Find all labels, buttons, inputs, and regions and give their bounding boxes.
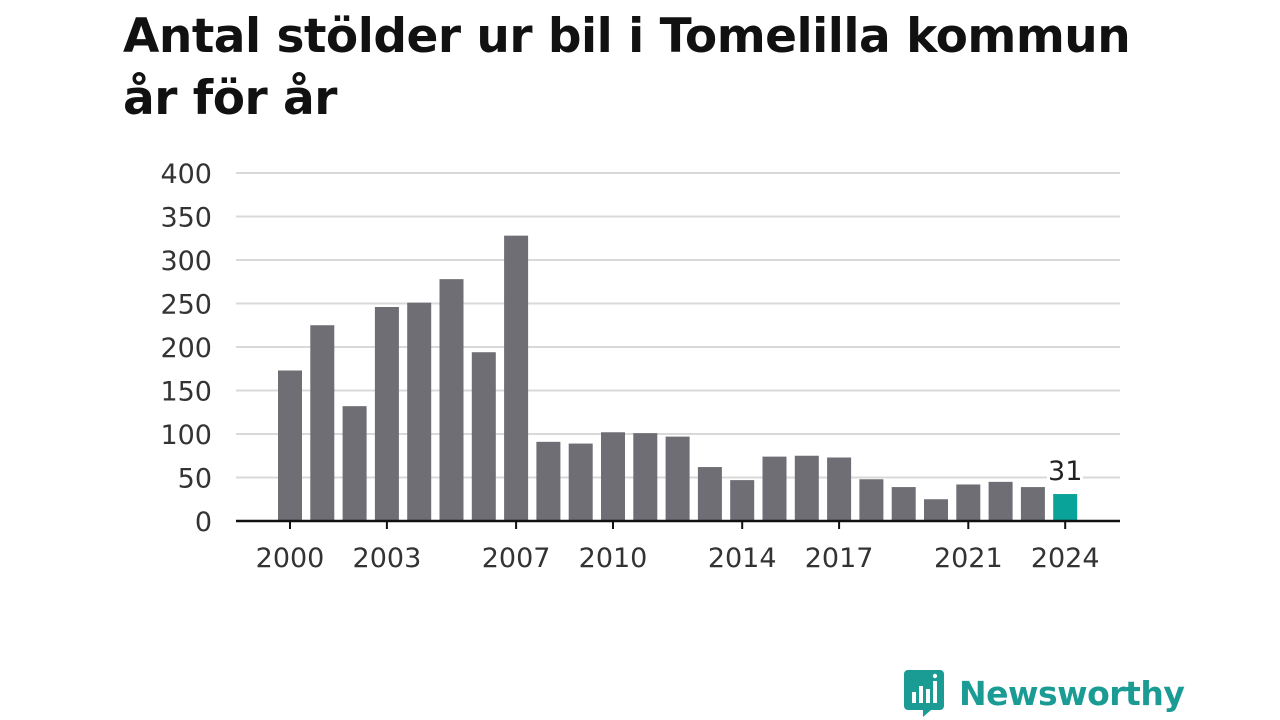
- bar-2003: [374, 306, 399, 521]
- bar-2009: [568, 443, 593, 521]
- bar-2012: [665, 436, 690, 521]
- bar-2008: [536, 441, 561, 521]
- bar-2002: [342, 406, 367, 521]
- y-tick-label-300: 300: [160, 246, 212, 277]
- y-tick-label-350: 350: [160, 203, 212, 234]
- y-tick-label-0: 0: [195, 507, 212, 538]
- data-labels: 31: [1045, 453, 1085, 490]
- bar-2017: [827, 457, 852, 521]
- y-tick-label-200: 200: [160, 333, 212, 364]
- x-tick-label-2021: 2021: [934, 543, 1003, 574]
- bar-2016: [794, 455, 819, 521]
- bar-2006: [471, 352, 496, 521]
- x-tick-label-2024: 2024: [1031, 543, 1100, 574]
- x-axis: 2000 2003 2007 2010 2014 2017 2021 2024: [236, 519, 1120, 574]
- bar-2004: [407, 302, 432, 521]
- y-tick-label-150: 150: [160, 377, 212, 408]
- bar-2000: [278, 370, 302, 521]
- brand-name: Newsworthy: [959, 673, 1185, 713]
- bar-2001: [310, 325, 335, 521]
- bar-2022: [988, 481, 1013, 521]
- x-tick-label-2007: 2007: [482, 543, 551, 574]
- y-tick-label-250: 250: [160, 290, 212, 321]
- y-axis-ticks: 0 50 100 150 200 250 300 350 400: [160, 159, 212, 538]
- chart-title: Antal stölder ur bil i Tomelilla kommun …: [123, 6, 1163, 130]
- gridlines: [236, 172, 1120, 479]
- bar-2010: [601, 432, 625, 521]
- bar-2015: [762, 456, 787, 521]
- x-tick-label-2010: 2010: [579, 543, 648, 574]
- y-tick-label-400: 400: [160, 159, 212, 190]
- x-tick-label-2014: 2014: [708, 543, 777, 574]
- bar-2021: [956, 484, 981, 521]
- chart-title-line-1: Antal stölder ur bil i Tomelilla kommun: [123, 9, 1131, 64]
- bar-2013: [697, 467, 722, 521]
- bar-2020: [924, 499, 948, 521]
- bar-2019: [891, 487, 916, 521]
- x-tick-label-2017: 2017: [805, 543, 874, 574]
- data-label-2024: 31: [1048, 456, 1082, 487]
- bar-2007: [504, 235, 529, 521]
- y-tick-label-50: 50: [178, 464, 212, 495]
- newsworthy-logo-icon: [904, 670, 944, 717]
- x-tick-label-2003: 2003: [353, 543, 422, 574]
- bar-2018: [859, 479, 884, 521]
- x-tick-label-2000: 2000: [256, 543, 325, 574]
- bar-2014: [730, 480, 755, 521]
- bar-2011: [633, 433, 658, 521]
- bar-chart: 0 50 100 150 200 250 300 350 400 2000 2003 2007 201…: [160, 159, 1120, 574]
- chart-title-line-2: år för år: [123, 71, 337, 126]
- newsworthy-logo: Newsworthy: [903, 670, 1185, 717]
- bar-2005: [439, 279, 464, 521]
- bars: [278, 235, 1078, 521]
- bar-2023: [1020, 487, 1045, 521]
- bar-2024: [1053, 494, 1078, 521]
- y-tick-label-100: 100: [160, 420, 212, 451]
